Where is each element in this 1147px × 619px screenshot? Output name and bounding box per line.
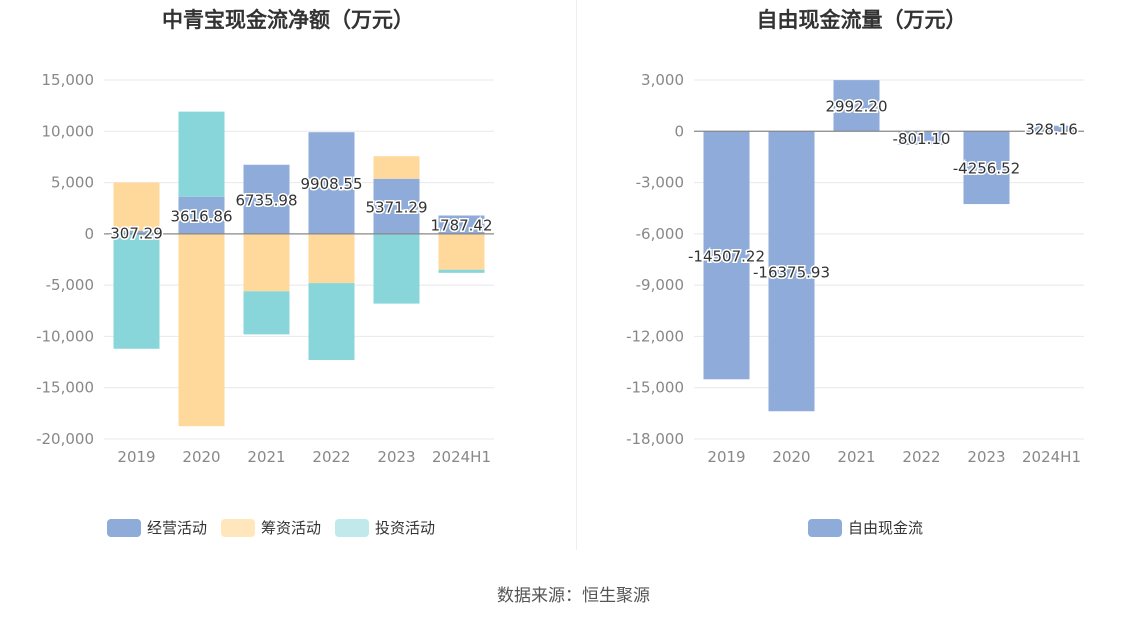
data-source: 数据来源：恒生聚源 bbox=[497, 586, 650, 606]
left-xtick-label: 2023 bbox=[377, 448, 415, 466]
legend-swatch-free-cash bbox=[808, 518, 842, 537]
right-bar-a bbox=[963, 131, 1010, 205]
right-ytick-label: -18,000 bbox=[626, 430, 684, 448]
legend-item-investing[interactable]: 投资活动 bbox=[335, 517, 435, 538]
right-ytick-label: -12,000 bbox=[626, 327, 684, 345]
left-bar-a bbox=[373, 178, 420, 234]
left-bar-c bbox=[243, 291, 290, 335]
legend-item-financing[interactable]: 筹资活动 bbox=[221, 517, 321, 538]
left-bar-c bbox=[308, 283, 355, 361]
right-bar-a bbox=[833, 80, 880, 132]
right-ytick-label: -15,000 bbox=[626, 379, 684, 397]
right-xtick-label: 2023 bbox=[967, 448, 1005, 466]
left-bar-b bbox=[113, 182, 160, 231]
right-xtick-label: 2024H1 bbox=[1022, 448, 1081, 466]
left-bar-c bbox=[178, 111, 225, 197]
left-bar-a bbox=[113, 230, 160, 234]
left-bar-b bbox=[308, 233, 355, 284]
left-ytick-label: 0 bbox=[84, 225, 94, 243]
left-xtick-label: 2024H1 bbox=[432, 448, 491, 466]
left-bar-c bbox=[113, 233, 160, 349]
left-xtick-label: 2021 bbox=[247, 448, 285, 466]
left-data-label: 307.29 bbox=[110, 224, 163, 242]
right-bar-a bbox=[898, 131, 945, 145]
right-data-label: -16375.93 bbox=[753, 263, 830, 281]
panel-divider bbox=[576, 0, 577, 550]
right-data-label: 2992.20 bbox=[825, 98, 887, 116]
left-bar-c bbox=[438, 269, 485, 273]
right-data-label: -14507.22 bbox=[688, 247, 765, 265]
right-xtick-label: 2020 bbox=[772, 448, 810, 466]
right-xtick-label: 2021 bbox=[837, 448, 875, 466]
left-ytick-label: -20,000 bbox=[36, 430, 94, 448]
left-xtick-label: 2019 bbox=[117, 448, 155, 466]
left-bar-a bbox=[178, 196, 225, 234]
left-bar-b bbox=[373, 156, 420, 179]
left-legend: 经营活动 筹资活动 投资活动 bbox=[107, 517, 449, 538]
legend-label-financing: 筹资活动 bbox=[261, 519, 322, 537]
right-chart-title: 自由现金流量（万元） bbox=[756, 8, 967, 32]
left-bar-c bbox=[373, 233, 420, 304]
left-data-label: 5371.29 bbox=[365, 198, 427, 216]
legend-item-operating[interactable]: 经营活动 bbox=[107, 517, 207, 538]
left-data-label: 9908.55 bbox=[300, 175, 362, 193]
left-bar-b bbox=[243, 233, 290, 292]
right-xtick-label: 2019 bbox=[707, 448, 745, 466]
right-legend: 自由现金流 bbox=[808, 517, 937, 538]
right-bar-a bbox=[1028, 125, 1075, 132]
legend-label-operating: 经营活动 bbox=[147, 519, 208, 537]
left-xtick-label: 2020 bbox=[182, 448, 220, 466]
legend-label-investing: 投资活动 bbox=[375, 519, 436, 537]
right-bar-a bbox=[768, 131, 815, 412]
left-chart-title: 中青宝现金流净额（万元） bbox=[162, 8, 414, 32]
right-ytick-label: -9,000 bbox=[636, 276, 684, 294]
legend-swatch-financing bbox=[221, 518, 256, 537]
right-data-label: -801.10 bbox=[893, 130, 951, 148]
legend-swatch-investing bbox=[335, 518, 370, 537]
left-bar-a bbox=[243, 164, 290, 234]
right-bar-a bbox=[703, 131, 750, 380]
left-bar-b bbox=[178, 233, 225, 427]
right-data-label: -4256.52 bbox=[953, 160, 1020, 178]
left-ytick-label: 15,000 bbox=[42, 71, 95, 89]
left-xtick-label: 2022 bbox=[312, 448, 350, 466]
left-bar-a bbox=[438, 215, 485, 234]
right-ytick-label: -6,000 bbox=[636, 225, 684, 243]
left-ytick-label: -10,000 bbox=[36, 327, 94, 345]
left-data-label: 1787.42 bbox=[430, 217, 492, 235]
left-data-label: 3616.86 bbox=[170, 207, 232, 225]
left-ytick-label: -5,000 bbox=[46, 276, 94, 294]
left-data-label: 6735.98 bbox=[235, 191, 297, 209]
left-ytick-label: -15,000 bbox=[36, 379, 94, 397]
right-ytick-label: -3,000 bbox=[636, 174, 684, 192]
left-bar-a bbox=[308, 132, 355, 234]
left-ytick-label: 5,000 bbox=[51, 174, 94, 192]
left-bar-b bbox=[438, 233, 485, 270]
legend-label-free-cash: 自由现金流 bbox=[848, 519, 924, 537]
legend-item-free-cash[interactable]: 自由现金流 bbox=[808, 517, 923, 538]
right-xtick-label: 2022 bbox=[902, 448, 940, 466]
legend-swatch-operating bbox=[107, 518, 141, 537]
right-data-label: 328.16 bbox=[1025, 120, 1078, 138]
right-ytick-label: 0 bbox=[674, 122, 684, 140]
right-ytick-label: 3,000 bbox=[641, 71, 684, 89]
left-ytick-label: 10,000 bbox=[42, 122, 95, 140]
